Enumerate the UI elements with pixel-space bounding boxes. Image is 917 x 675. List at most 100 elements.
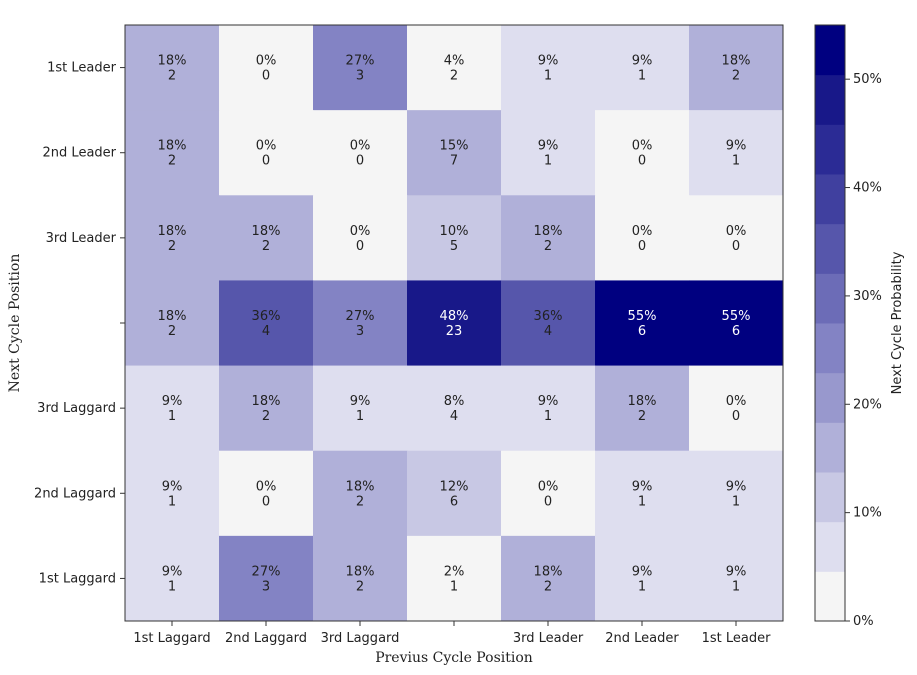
cell-count-label: 1 bbox=[638, 69, 646, 84]
cell-percent-label: 0% bbox=[256, 139, 277, 154]
cell-percent-label: 0% bbox=[256, 479, 277, 494]
cell-count-label: 1 bbox=[168, 494, 176, 509]
cell-percent-label: 0% bbox=[726, 224, 747, 239]
cell-percent-label: 9% bbox=[162, 394, 183, 409]
cell-count-label: 2 bbox=[732, 69, 740, 84]
cell-count-label: 4 bbox=[262, 324, 270, 339]
cell-count-label: 1 bbox=[732, 154, 740, 169]
heatmap-cell bbox=[595, 195, 690, 281]
colorbar-segment bbox=[815, 124, 845, 175]
cell-count-label: 2 bbox=[450, 69, 458, 84]
heatmap-cell bbox=[501, 110, 596, 196]
cell-percent-label: 9% bbox=[538, 139, 559, 154]
heatmap-cell bbox=[595, 450, 690, 537]
cell-count-label: 4 bbox=[544, 324, 552, 339]
x-axis-ticks: 1st Laggard 2nd Laggard 3rd Laggard 3rd Lea… bbox=[133, 621, 771, 646]
cell-percent-label: 18% bbox=[346, 479, 375, 494]
colorbar-segment bbox=[815, 174, 845, 225]
cell-count-label: 0 bbox=[356, 239, 364, 254]
cell-count-label: 1 bbox=[168, 579, 176, 594]
heatmap-cell bbox=[407, 365, 502, 452]
heatmap-cell bbox=[595, 535, 690, 622]
colorbar-frame bbox=[814, 24, 846, 622]
cell-count-label: 1 bbox=[450, 579, 458, 594]
x-tick-label: 3rd Leader bbox=[513, 631, 584, 646]
cell-count-label: 0 bbox=[638, 239, 646, 254]
heatmap-cell bbox=[313, 365, 408, 452]
cell-percent-label: 27% bbox=[346, 54, 375, 69]
y-axis-title: Next Cycle Position bbox=[7, 254, 23, 393]
heatmap-cell bbox=[689, 110, 784, 196]
cell-count-label: 0 bbox=[732, 239, 740, 254]
x-tick-label: 2nd Laggard bbox=[225, 631, 307, 646]
heatmap-cell bbox=[595, 280, 690, 367]
x-tick-label: 2nd Leader bbox=[605, 631, 679, 646]
heatmap-cells: 18%20%027%34%29%19%118%218%20%00%015%79%… bbox=[125, 25, 784, 622]
heatmap-cell bbox=[689, 450, 784, 537]
cell-count-label: 2 bbox=[544, 239, 552, 254]
cell-percent-label: 18% bbox=[158, 224, 187, 239]
heatmap-cell bbox=[313, 110, 408, 196]
heatmap-cell bbox=[689, 195, 784, 281]
y-tick-label: 3rd Leader bbox=[46, 231, 117, 246]
colorbar-tick-label: 30% bbox=[853, 289, 882, 304]
cell-count-label: 0 bbox=[262, 494, 270, 509]
cell-percent-label: 55% bbox=[628, 309, 657, 324]
heatmap-cell bbox=[313, 25, 408, 111]
cell-percent-label: 0% bbox=[538, 479, 559, 494]
cell-percent-label: 48% bbox=[440, 309, 469, 324]
cell-count-label: 1 bbox=[356, 409, 364, 424]
cell-percent-label: 36% bbox=[534, 309, 563, 324]
cell-percent-label: 18% bbox=[628, 394, 657, 409]
heatmap-cell bbox=[689, 365, 784, 452]
cell-percent-label: 18% bbox=[534, 564, 563, 579]
cell-count-label: 2 bbox=[638, 409, 646, 424]
cell-count-label: 23 bbox=[446, 324, 463, 339]
cell-count-label: 1 bbox=[168, 409, 176, 424]
cell-percent-label: 9% bbox=[162, 479, 183, 494]
colorbar-segment bbox=[815, 273, 845, 324]
colorbar-segment bbox=[815, 223, 845, 274]
cell-count-label: 0 bbox=[544, 494, 552, 509]
cell-percent-label: 8% bbox=[444, 394, 465, 409]
cell-percent-label: 9% bbox=[632, 564, 653, 579]
heatmap-cell bbox=[125, 25, 220, 111]
cell-count-label: 1 bbox=[732, 579, 740, 594]
colorbar-segment bbox=[815, 372, 845, 423]
heatmap-cell bbox=[219, 110, 314, 196]
cell-percent-label: 0% bbox=[350, 139, 371, 154]
cell-percent-label: 2% bbox=[444, 564, 465, 579]
heatmap-cell bbox=[125, 110, 220, 196]
cell-percent-label: 9% bbox=[726, 479, 747, 494]
cell-count-label: 0 bbox=[732, 409, 740, 424]
colorbar-tick-label: 40% bbox=[853, 181, 882, 196]
cell-count-label: 1 bbox=[544, 154, 552, 169]
cell-count-label: 3 bbox=[356, 69, 364, 84]
colorbar-segment bbox=[815, 571, 845, 622]
heatmap-cell bbox=[313, 280, 408, 367]
x-tick-label: 1st Laggard bbox=[133, 631, 210, 646]
cell-count-label: 6 bbox=[450, 494, 458, 509]
x-tick-label: 3rd Laggard bbox=[321, 631, 400, 646]
heatmap-cell bbox=[595, 110, 690, 196]
cell-percent-label: 18% bbox=[252, 224, 281, 239]
cell-count-label: 3 bbox=[262, 579, 270, 594]
cell-count-label: 1 bbox=[638, 579, 646, 594]
cell-count-label: 0 bbox=[356, 154, 364, 169]
cell-percent-label: 18% bbox=[722, 54, 751, 69]
heatmap-cell bbox=[501, 535, 596, 622]
heatmap-cell bbox=[407, 25, 502, 111]
cell-percent-label: 18% bbox=[346, 564, 375, 579]
cell-percent-label: 9% bbox=[350, 394, 371, 409]
heatmap-cell bbox=[219, 450, 314, 537]
cell-count-label: 7 bbox=[450, 154, 458, 169]
cell-percent-label: 12% bbox=[440, 479, 469, 494]
cell-percent-label: 9% bbox=[538, 394, 559, 409]
heatmap-cell bbox=[125, 450, 220, 537]
heatmap-cell bbox=[125, 280, 220, 367]
cell-count-label: 2 bbox=[168, 154, 176, 169]
cell-percent-label: 18% bbox=[158, 309, 187, 324]
heatmap-cell bbox=[689, 25, 784, 111]
cell-percent-label: 9% bbox=[726, 564, 747, 579]
